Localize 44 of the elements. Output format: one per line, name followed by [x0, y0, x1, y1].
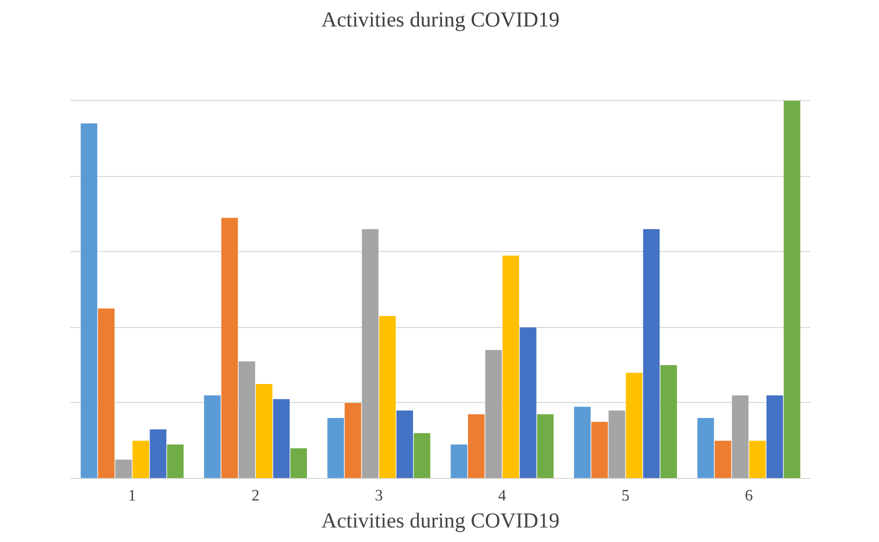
bar — [290, 448, 307, 478]
bar — [414, 433, 430, 478]
bar — [80, 123, 98, 478]
x-axis-title: Activities during COVID19 — [321, 508, 560, 532]
bar — [98, 308, 115, 478]
x-tick-label: 6 — [744, 488, 753, 504]
bar — [502, 256, 520, 478]
bar — [626, 372, 642, 478]
bar — [327, 418, 344, 478]
bar — [537, 414, 554, 478]
bar — [256, 384, 272, 478]
bar — [784, 100, 800, 478]
bar — [396, 410, 414, 478]
x-tick-label: 2 — [252, 488, 260, 504]
bar — [344, 402, 362, 478]
bar — [697, 418, 714, 478]
bar — [273, 399, 290, 478]
bar — [468, 414, 485, 478]
bar — [221, 218, 238, 478]
bar — [362, 229, 378, 478]
bar — [485, 350, 502, 478]
bar — [115, 460, 132, 478]
bar — [643, 229, 660, 478]
bar — [150, 429, 166, 478]
x-tick-label: 5 — [622, 488, 630, 504]
bar — [660, 365, 677, 478]
bar — [714, 440, 732, 478]
chart-title: Activities during COVID19 — [321, 8, 560, 32]
x-tick-label: 1 — [128, 488, 136, 504]
x-tick-label: 4 — [498, 488, 506, 504]
bar — [204, 395, 221, 478]
bar — [238, 361, 256, 478]
bar — [591, 422, 608, 478]
bar — [766, 395, 784, 478]
x-tick-label: 3 — [374, 488, 383, 504]
bar — [520, 327, 536, 478]
bar — [749, 440, 766, 478]
bar — [379, 316, 396, 478]
bar — [450, 444, 468, 478]
bar — [608, 410, 626, 478]
bar — [574, 406, 591, 478]
bar — [132, 440, 150, 478]
bar — [167, 444, 184, 478]
bar — [732, 395, 748, 478]
